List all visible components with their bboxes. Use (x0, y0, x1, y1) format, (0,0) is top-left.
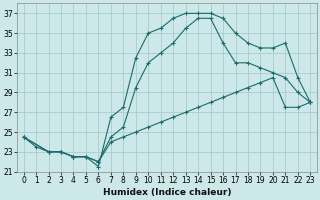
X-axis label: Humidex (Indice chaleur): Humidex (Indice chaleur) (103, 188, 231, 197)
